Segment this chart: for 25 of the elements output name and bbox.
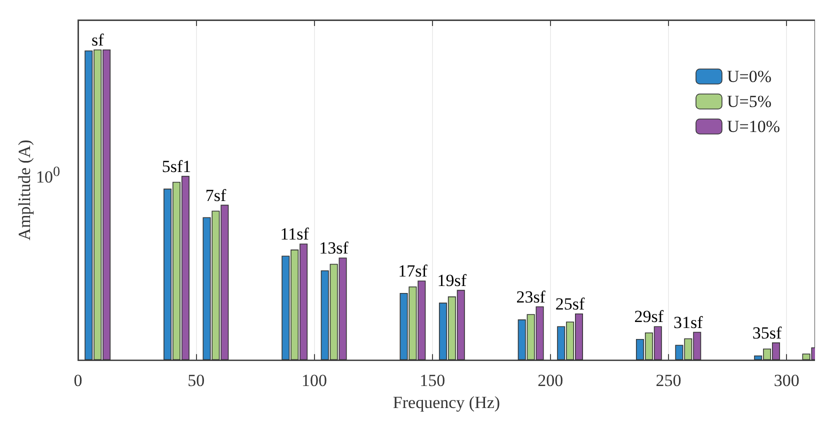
y-axis-title: Amplitude (A) — [15, 140, 34, 240]
annotation: 29sf — [634, 307, 664, 326]
legend-label: U=10% — [726, 117, 780, 136]
legend-label: U=5% — [726, 92, 772, 111]
x-tick-label: 150 — [420, 371, 446, 390]
annotation: 23sf — [516, 287, 546, 306]
annotation: 11sf — [280, 224, 310, 244]
annotation: 25sf — [555, 294, 586, 314]
annotation: 31sf — [674, 312, 704, 332]
x-tick-label: 50 — [188, 371, 205, 390]
annotation: 7sf — [205, 186, 226, 205]
x-tick-label: 250 — [656, 371, 682, 390]
x-tick-label: 300 — [774, 371, 800, 390]
annotation: 17sf — [398, 262, 428, 281]
x-tick-label: 100 — [301, 371, 327, 390]
annotation: 5sf1 — [162, 156, 192, 176]
x-tick-label: 200 — [538, 371, 564, 390]
annotation: sf — [91, 30, 104, 50]
legend-label: U=0% — [726, 67, 772, 86]
annotation: 19sf — [437, 270, 467, 290]
annotation: 13sf — [319, 238, 349, 258]
x-tick-label: 0 — [74, 371, 82, 390]
annotation: 35sf — [752, 323, 782, 342]
text: 10$^{0}$ — [36, 164, 60, 188]
x-axis-title: Frequency (Hz) — [392, 393, 500, 412]
